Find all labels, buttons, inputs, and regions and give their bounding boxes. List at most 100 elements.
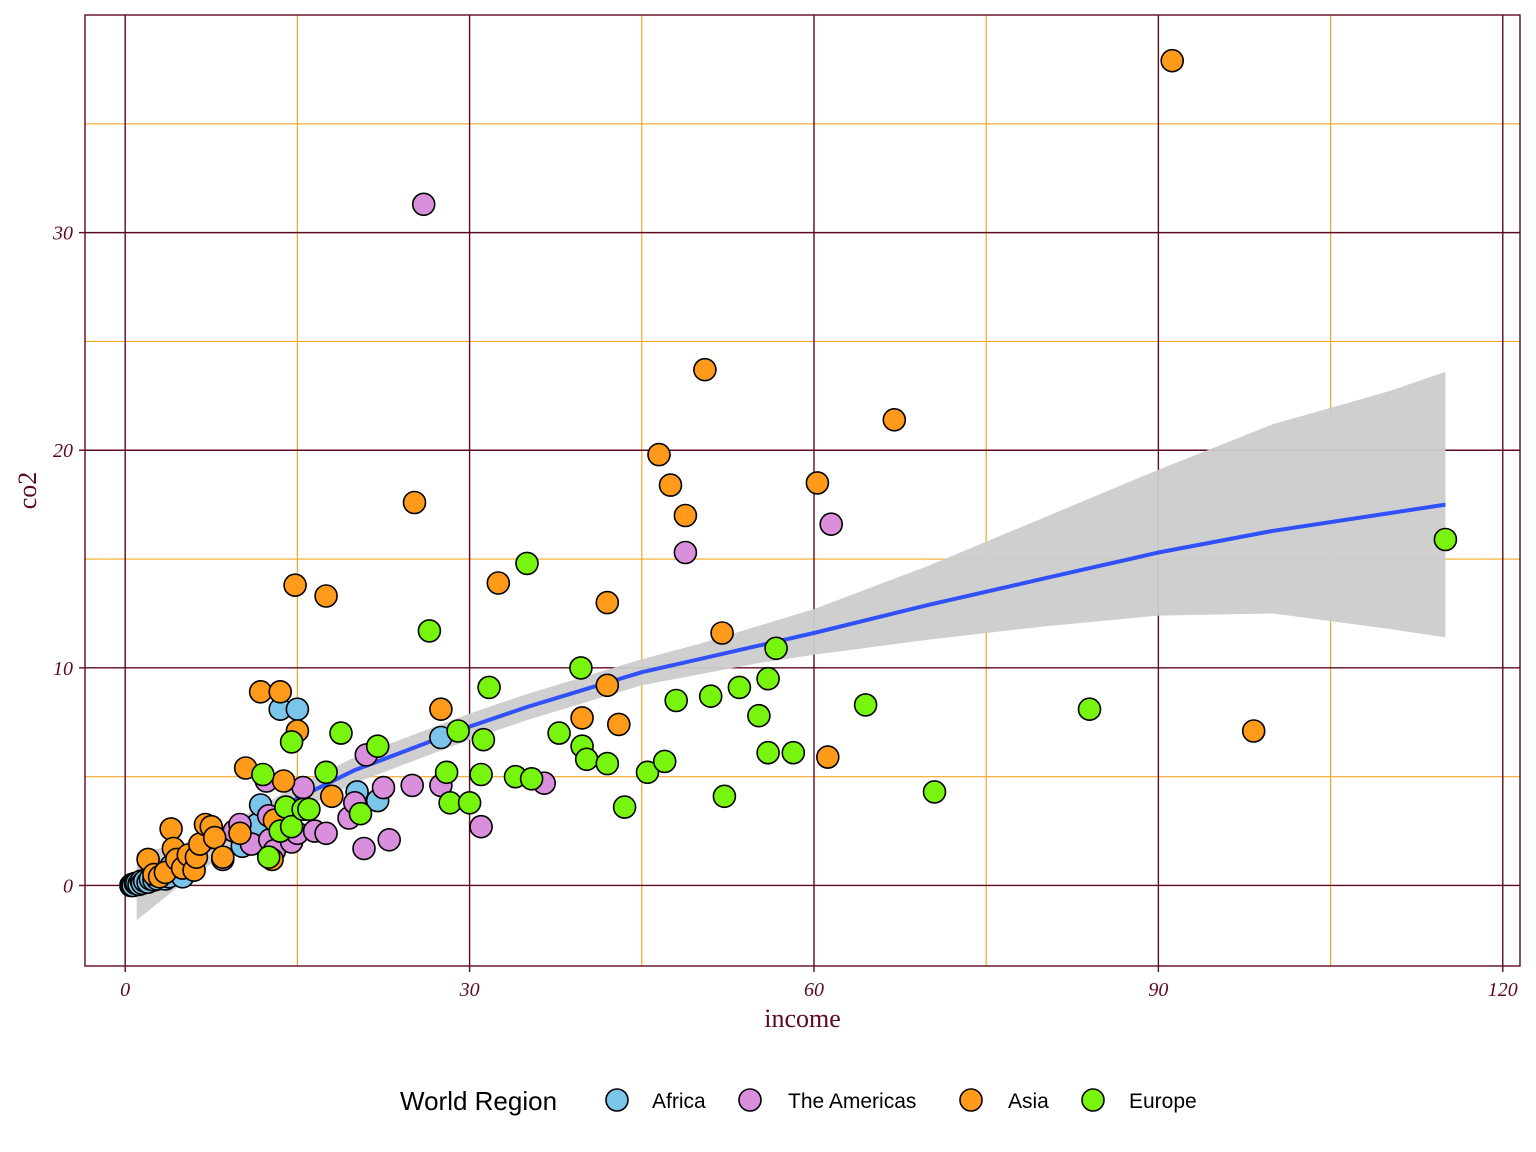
data-point-the-americas: [291, 775, 315, 800]
data-point-asia: [283, 573, 307, 598]
data-point-the-americas: [819, 512, 844, 537]
legend-swatch-africa: [605, 1088, 629, 1112]
data-point-asia: [647, 442, 671, 467]
confidence-band-layer: [136, 371, 1446, 921]
data-point-europe: [652, 749, 677, 774]
data-point-asia: [815, 745, 840, 769]
data-point-europe: [547, 721, 571, 745]
data-point-europe: [756, 740, 780, 765]
data-point-europe: [515, 551, 539, 576]
trend-line-layer: [135, 502, 1446, 883]
data-point-europe: [574, 747, 599, 772]
data-point-asia: [595, 590, 620, 615]
x-axis-title: income: [764, 1004, 841, 1033]
data-point-europe: [698, 684, 723, 709]
data-point-europe: [471, 727, 496, 752]
data-point-asia: [805, 471, 830, 495]
data-point-europe: [279, 814, 304, 839]
legend-title: World Region: [400, 1086, 557, 1116]
data-point-asia: [429, 697, 453, 722]
data-point-europe: [477, 675, 501, 700]
y-tick-label: 30: [52, 223, 73, 245]
data-point-europe: [853, 693, 878, 717]
data-point-europe: [256, 845, 281, 870]
data-point-asia: [710, 621, 734, 645]
data-point-europe: [781, 740, 806, 765]
data-point-europe: [1433, 527, 1458, 552]
x-tick-label: 120: [1488, 979, 1518, 1001]
data-point-europe: [756, 666, 780, 691]
data-point-the-americas: [673, 540, 698, 565]
data-point-the-americas: [377, 827, 402, 852]
data-point-asia: [1160, 48, 1184, 73]
data-point-europe: [348, 801, 373, 826]
data-point-europe: [434, 760, 459, 785]
data-point-asia: [314, 584, 338, 608]
data-point-asia: [159, 817, 183, 841]
data-point-europe: [635, 760, 660, 785]
data-point-asia: [1241, 719, 1266, 743]
data-point-europe: [251, 762, 275, 787]
legend-swatch-the-americas: [738, 1088, 762, 1112]
data-point-europe: [417, 619, 442, 643]
data-point-europe: [365, 734, 390, 759]
data-point-europe: [314, 760, 338, 785]
data-point-asia: [882, 407, 907, 432]
data-point-europe: [279, 730, 304, 754]
legend-swatch-asia: [959, 1088, 983, 1112]
data-point-asia: [271, 769, 296, 793]
data-point-the-americas: [411, 192, 436, 217]
data-point-europe: [297, 797, 321, 822]
data-point-europe: [922, 780, 947, 804]
data-point-asia: [268, 679, 293, 704]
data-point-europe: [664, 688, 689, 713]
major-gridlines: [85, 15, 1520, 966]
data-point-asia: [595, 673, 620, 698]
data-point-the-americas: [314, 821, 338, 846]
legend-label-asia: Asia: [1008, 1090, 1049, 1113]
data-point-asia: [248, 679, 273, 704]
legend-swatch-europe: [1081, 1088, 1105, 1112]
legend-label-the-americas: The Americas: [788, 1090, 916, 1113]
data-point-europe: [712, 784, 737, 809]
confidence-band: [136, 371, 1446, 921]
data-point-the-americas: [371, 775, 396, 800]
trend-line: [135, 502, 1446, 883]
x-tick-label: 0: [120, 979, 130, 1001]
data-point-europe: [764, 636, 788, 661]
legend: World Region Africa The Americas Asia Europ…: [400, 1086, 1197, 1116]
legend-label-europe: Europe: [1129, 1090, 1197, 1113]
y-tick-label: 0: [63, 875, 73, 897]
y-tick-label: 20: [53, 440, 73, 462]
data-point-europe: [727, 675, 752, 700]
y-tick-label: 10: [53, 658, 73, 680]
data-point-the-americas: [400, 773, 425, 798]
legend-label-africa: Africa: [652, 1090, 706, 1113]
data-point-asia: [570, 706, 594, 730]
data-point-europe: [1077, 697, 1102, 722]
data-point-asia: [673, 503, 698, 528]
data-point-africa: [285, 697, 310, 722]
x-axis-ticks: 0 30 60 90 120: [120, 966, 1518, 1001]
y-axis-ticks: 0 10 20 30: [52, 223, 85, 897]
data-point-europe: [569, 656, 593, 680]
data-point-europe: [595, 751, 620, 776]
data-point-the-americas: [469, 814, 493, 839]
data-point-europe: [446, 719, 470, 743]
data-point-europe: [747, 703, 771, 728]
data-point-asia: [693, 357, 717, 382]
data-point-asia: [486, 571, 511, 595]
data-point-asia: [211, 845, 235, 870]
data-point-asia: [402, 490, 427, 515]
legend-items: Africa The Americas Asia Europe: [605, 1088, 1197, 1113]
data-point-asia: [228, 821, 252, 846]
data-point-europe: [469, 762, 493, 787]
data-point-asia: [658, 473, 683, 497]
data-point-asia: [202, 825, 227, 850]
y-axis-title: co2: [13, 472, 42, 510]
data-point-asia: [319, 784, 344, 809]
data-point-the-americas: [352, 836, 376, 861]
data-point-europe: [329, 721, 353, 745]
x-tick-label: 60: [804, 979, 824, 1001]
